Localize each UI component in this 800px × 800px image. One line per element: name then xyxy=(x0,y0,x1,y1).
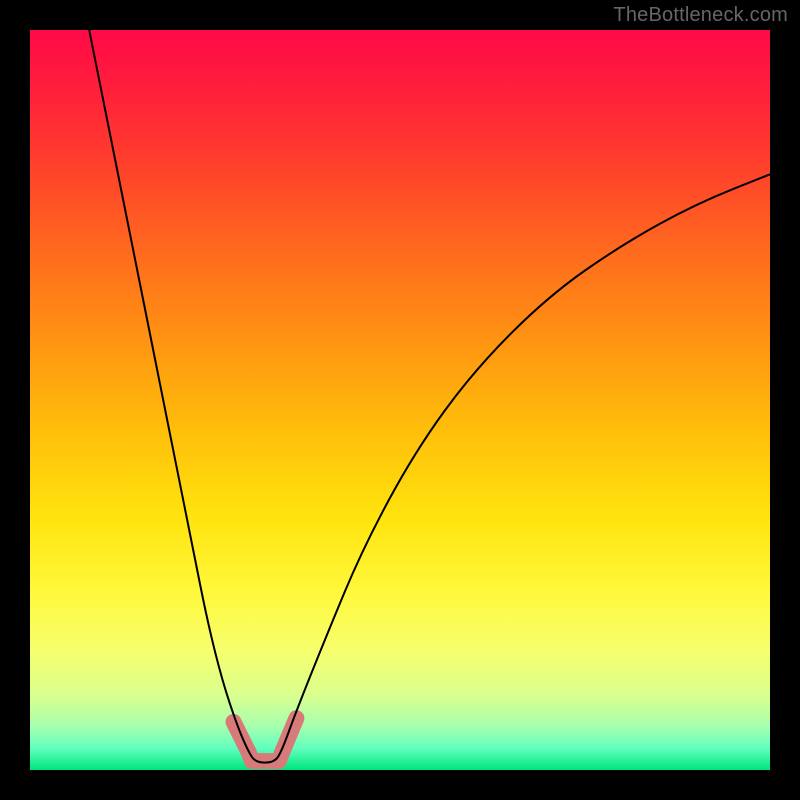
chart-svg xyxy=(0,0,800,800)
plot-background xyxy=(30,30,770,770)
chart-stage: TheBottleneck.com xyxy=(0,0,800,800)
watermark-text: TheBottleneck.com xyxy=(613,4,788,27)
